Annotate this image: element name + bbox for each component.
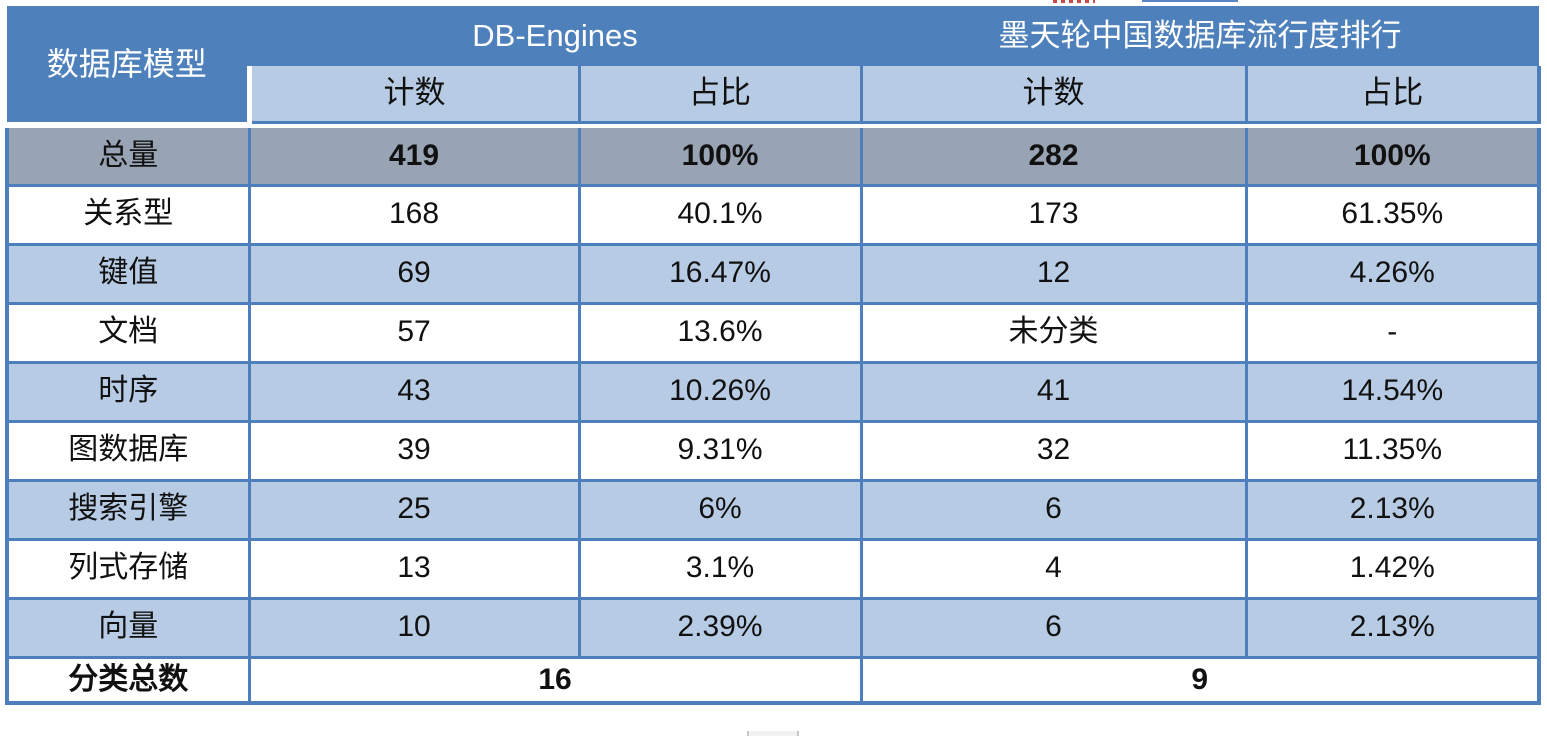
table-row-total: 总量 419 100% 282 100% <box>5 128 1542 187</box>
de-count-cell: 43 <box>247 360 581 423</box>
de-share-cell: 6% <box>577 478 863 541</box>
row-label-cell: 总量 <box>5 128 251 187</box>
mt-share-cell: 2.13% <box>1244 478 1542 541</box>
row-label-cell: 关系型 <box>5 183 251 246</box>
mt-count-cell: 未分类 <box>859 301 1248 364</box>
mt-count-cell: 12 <box>859 242 1248 305</box>
row-label-cell: 文档 <box>5 301 251 364</box>
row-label-cell: 图数据库 <box>5 419 251 482</box>
mt-count-cell: 6 <box>859 478 1248 541</box>
row-label-cell: 键值 <box>5 242 251 305</box>
header-cell-de-count: 计数 <box>246 66 581 124</box>
mt-share-cell: 4.26% <box>1244 242 1542 305</box>
mt-category-total-cell: 9 <box>859 655 1542 705</box>
de-share-cell: 10.26% <box>577 360 863 423</box>
table-row-document: 文档 57 13.6% 未分类 - <box>5 301 1542 364</box>
table-row-graph: 图数据库 39 9.31% 32 11.35% <box>5 419 1542 482</box>
de-share-cell: 3.1% <box>577 537 863 600</box>
mt-share-cell: - <box>1244 301 1542 364</box>
mt-count-cell: 32 <box>859 419 1248 482</box>
de-share-cell: 9.31% <box>577 419 863 482</box>
header-cell-de-share: 占比 <box>577 66 863 124</box>
db-model-comparison-table: 数据库模型 DB-Engines 墨天轮中国数据库流行度排行 计数 占比 计数 … <box>5 6 1542 705</box>
mt-share-cell: 100% <box>1244 128 1542 187</box>
document-page: 数据库模型 DB-Engines 墨天轮中国数据库流行度排行 计数 占比 计数 … <box>5 6 1542 705</box>
de-count-cell: 10 <box>247 596 581 659</box>
de-count-cell: 25 <box>247 478 581 541</box>
de-category-total-cell: 16 <box>247 655 863 705</box>
row-label-cell: 时序 <box>5 360 251 423</box>
mt-count-cell: 173 <box>859 183 1248 246</box>
spacer-row <box>7 122 1540 128</box>
cropped-proofing-mark-blue <box>1142 0 1238 2</box>
de-count-cell: 69 <box>247 242 581 305</box>
de-share-cell: 100% <box>577 128 863 187</box>
table-row-relational: 关系型 168 40.1% 173 61.35% <box>5 183 1542 246</box>
de-count-cell: 57 <box>247 301 581 364</box>
table-row-category-total: 分类总数 16 9 <box>5 655 1542 705</box>
cropped-proofing-mark-red <box>1053 0 1095 3</box>
header-cell-modb-ranking: 墨天轮中国数据库流行度排行 <box>861 6 1540 66</box>
mt-share-cell: 14.54% <box>1244 360 1542 423</box>
row-label-cell: 向量 <box>5 596 251 659</box>
table-row-columnar: 列式存储 13 3.1% 4 1.42% <box>5 537 1542 600</box>
header-cell-db-engines: DB-Engines <box>249 6 862 66</box>
mt-share-cell: 61.35% <box>1244 183 1542 246</box>
footer-label-cell: 分类总数 <box>5 655 251 705</box>
mt-count-cell: 4 <box>859 537 1248 600</box>
mt-share-cell: 2.13% <box>1244 596 1542 659</box>
mt-share-cell: 1.42% <box>1244 537 1542 600</box>
table-row-vector: 向量 10 2.39% 6 2.13% <box>5 596 1542 659</box>
table-row-time-series: 时序 43 10.26% 41 14.54% <box>5 360 1542 423</box>
de-share-cell: 16.47% <box>577 242 863 305</box>
header-row-sources: 数据库模型 DB-Engines 墨天轮中国数据库流行度排行 <box>7 6 1540 122</box>
table-row-key-value: 键值 69 16.47% 12 4.26% <box>5 242 1542 305</box>
de-share-cell: 40.1% <box>577 183 863 246</box>
de-count-cell: 419 <box>247 128 581 187</box>
row-label-cell: 搜索引擎 <box>5 478 251 541</box>
header-cell-model: 数据库模型 <box>7 6 249 122</box>
scrollbar-fragment <box>747 731 799 736</box>
mt-count-cell: 41 <box>859 360 1248 423</box>
de-share-cell: 13.6% <box>577 301 863 364</box>
table-row-search-engine: 搜索引擎 25 6% 6 2.13% <box>5 478 1542 541</box>
mt-count-cell: 282 <box>859 128 1248 187</box>
header-cell-mt-count: 计数 <box>859 66 1248 124</box>
row-label-cell: 列式存储 <box>5 537 251 600</box>
de-count-cell: 13 <box>247 537 581 600</box>
header-row-metrics: 计数 占比 计数 占比 <box>7 66 1542 124</box>
mt-share-cell: 11.35% <box>1244 419 1542 482</box>
de-count-cell: 168 <box>247 183 581 246</box>
de-share-cell: 2.39% <box>577 596 863 659</box>
de-count-cell: 39 <box>247 419 581 482</box>
header-cell-mt-share: 占比 <box>1244 66 1542 124</box>
mt-count-cell: 6 <box>859 596 1248 659</box>
